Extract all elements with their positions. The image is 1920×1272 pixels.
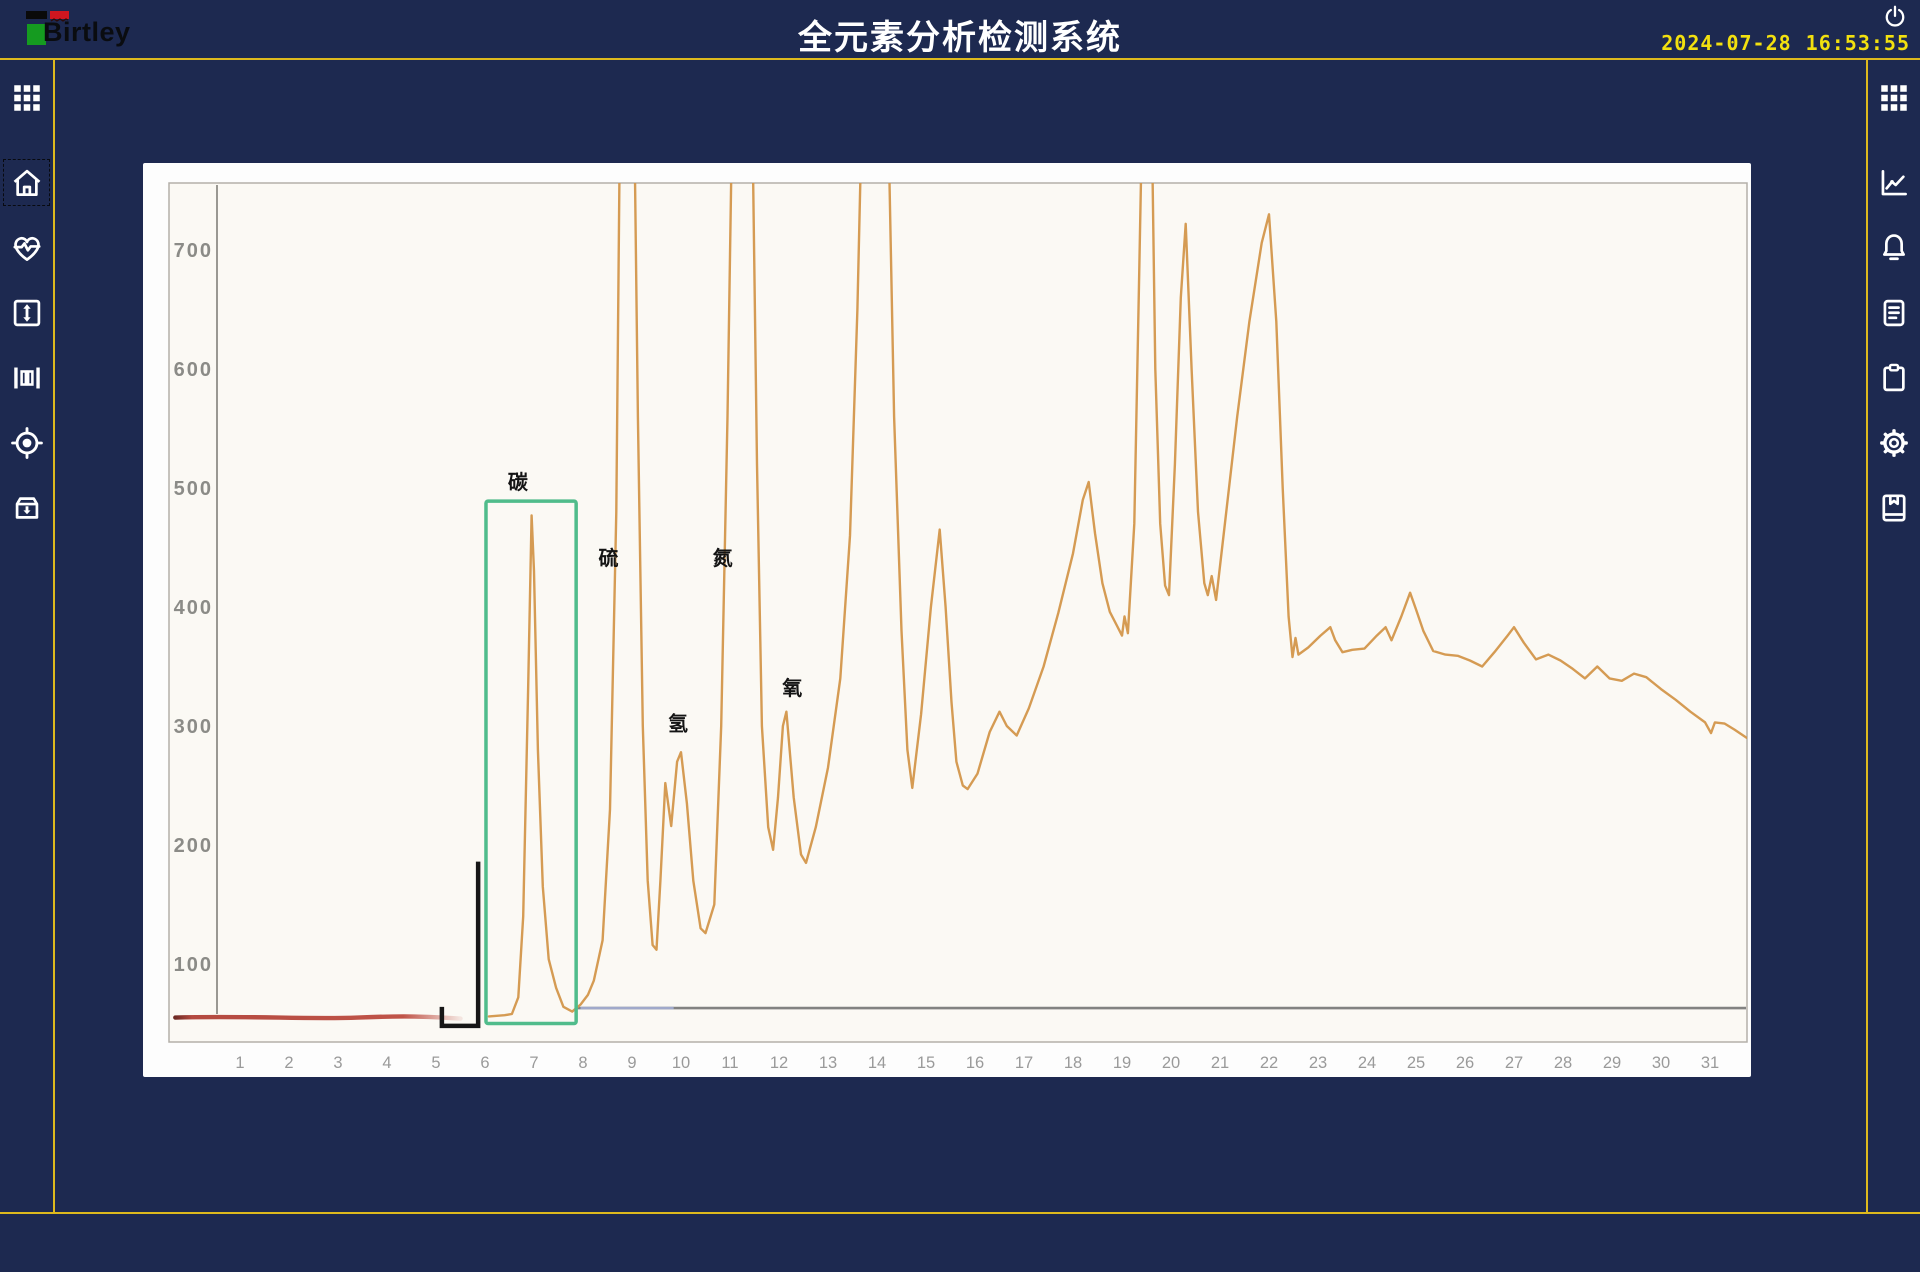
bottom-divider-line — [0, 1212, 1920, 1214]
grid-icon — [1877, 81, 1911, 115]
x-tick-label: 6 — [480, 1054, 489, 1072]
x-tick-label: 28 — [1554, 1054, 1572, 1072]
x-tick-label: 9 — [627, 1054, 636, 1072]
peak-label: 碳 — [508, 470, 529, 494]
right-sidebar — [1868, 60, 1920, 555]
sidebar-item-tasks[interactable] — [1877, 360, 1912, 395]
line-chart-icon — [1877, 166, 1911, 200]
sidebar-item-reports[interactable] — [1877, 295, 1912, 330]
x-tick-label: 16 — [966, 1054, 984, 1072]
sidebar-item-settings[interactable] — [1877, 425, 1912, 460]
left-sidebar — [0, 60, 53, 555]
x-tick-label: 18 — [1064, 1054, 1082, 1072]
clock: 2024-07-28 16:53:55 — [1661, 31, 1910, 55]
x-tick-label: 15 — [917, 1054, 935, 1072]
x-tick-label: 22 — [1260, 1054, 1278, 1072]
top-divider-line — [0, 58, 1920, 60]
x-tick-label: 12 — [770, 1054, 788, 1072]
x-tick-label: 4 — [382, 1054, 391, 1072]
sidebar-item-alarms[interactable] — [1877, 230, 1912, 265]
bracket-marker — [439, 861, 481, 1029]
x-tick-label: 25 — [1407, 1054, 1425, 1072]
y-tick-label: 500 — [174, 478, 213, 500]
sidebar-item-apps[interactable] — [9, 80, 44, 115]
logo-green-square — [27, 24, 46, 45]
x-tick-label: 31 — [1701, 1054, 1719, 1072]
logo-zigzag-icon — [50, 18, 69, 22]
sidebar-item-sample-box[interactable] — [9, 490, 44, 525]
archive-in-icon — [10, 491, 44, 525]
sidebar-item-columns[interactable] — [9, 360, 44, 395]
y-tick-label: 600 — [174, 359, 213, 381]
clock-time: 16:53:55 — [1805, 31, 1910, 55]
y-tick-label: 100 — [174, 954, 213, 976]
x-tick-label: 7 — [529, 1054, 538, 1072]
heartbeat-icon — [10, 231, 44, 265]
peak-label: 氮 — [713, 546, 733, 570]
x-tick-label: 21 — [1211, 1054, 1229, 1072]
top-bar: Birtley 全元素分析检测系统 2024-07-28 16:53:55 — [0, 0, 1920, 58]
x-tick-label: 5 — [431, 1054, 440, 1072]
target-icon — [10, 426, 44, 460]
x-tick-label: 11 — [721, 1054, 738, 1072]
x-tick-label: 29 — [1603, 1054, 1621, 1072]
grid-icon — [10, 81, 44, 115]
peak-label: 氢 — [668, 712, 688, 736]
x-tick-label: 17 — [1015, 1054, 1033, 1072]
x-tick-label: 19 — [1113, 1054, 1131, 1072]
highlight-box — [484, 499, 578, 1026]
clipboard-icon — [1877, 361, 1911, 395]
signal-curve — [487, 183, 1747, 1018]
document-icon — [1877, 296, 1911, 330]
y-tick-label: 300 — [174, 716, 213, 738]
left-sidebar-divider — [53, 60, 55, 1212]
book-icon — [1877, 491, 1911, 525]
x-tick-label: 26 — [1456, 1054, 1474, 1072]
x-tick-label: 13 — [819, 1054, 837, 1072]
power-icon[interactable] — [1882, 4, 1908, 30]
x-tick-label: 14 — [868, 1054, 886, 1072]
brand-logo: Birtley — [24, 8, 174, 52]
y-tick-label: 700 — [174, 240, 213, 262]
sidebar-item-vitals[interactable] — [9, 230, 44, 265]
gear-icon — [1877, 426, 1911, 460]
chromatogram-panel: 700 600 500 400 300 200 100 1 2 3 4 5 6 7 8 9 10 11 12 13 14… — [143, 163, 1751, 1077]
peak-label: 硫 — [598, 546, 618, 570]
x-tick-label: 3 — [333, 1054, 342, 1072]
vertical-resize-icon — [10, 296, 44, 330]
x-tick-label: 23 — [1309, 1054, 1327, 1072]
sidebar-item-apps[interactable] — [1877, 80, 1912, 115]
sidebar-item-records[interactable] — [1877, 490, 1912, 525]
right-sidebar-divider — [1866, 60, 1868, 1212]
brand-name: Birtley — [43, 17, 131, 47]
x-tick-label: 10 — [672, 1054, 690, 1072]
home-icon — [10, 166, 44, 200]
gauge-bars-icon — [10, 361, 44, 395]
x-tick-label: 27 — [1505, 1054, 1523, 1072]
logo-red-square — [50, 11, 69, 22]
clock-date: 2024-07-28 — [1661, 31, 1792, 55]
y-tick-label: 200 — [174, 835, 213, 857]
y-tick-label: 400 — [174, 597, 213, 619]
red-baseline — [173, 1014, 463, 1021]
logo-black-square — [26, 11, 47, 19]
x-tick-label: 30 — [1652, 1054, 1670, 1072]
page-title: 全元素分析检测系统 — [798, 19, 1122, 57]
bell-icon — [1877, 231, 1911, 265]
sidebar-item-locate[interactable] — [9, 425, 44, 460]
scan-paper — [168, 182, 1748, 1043]
x-tick-label: 20 — [1162, 1054, 1180, 1072]
x-tick-label: 24 — [1358, 1054, 1376, 1072]
x-tick-label: 8 — [578, 1054, 587, 1072]
sidebar-item-home[interactable] — [3, 159, 50, 206]
sidebar-item-trends[interactable] — [1877, 165, 1912, 200]
x-tick-label: 1 — [235, 1054, 244, 1072]
sidebar-item-range[interactable] — [9, 295, 44, 330]
x-tick-label: 2 — [284, 1054, 293, 1072]
peak-label: 氧 — [781, 676, 802, 700]
